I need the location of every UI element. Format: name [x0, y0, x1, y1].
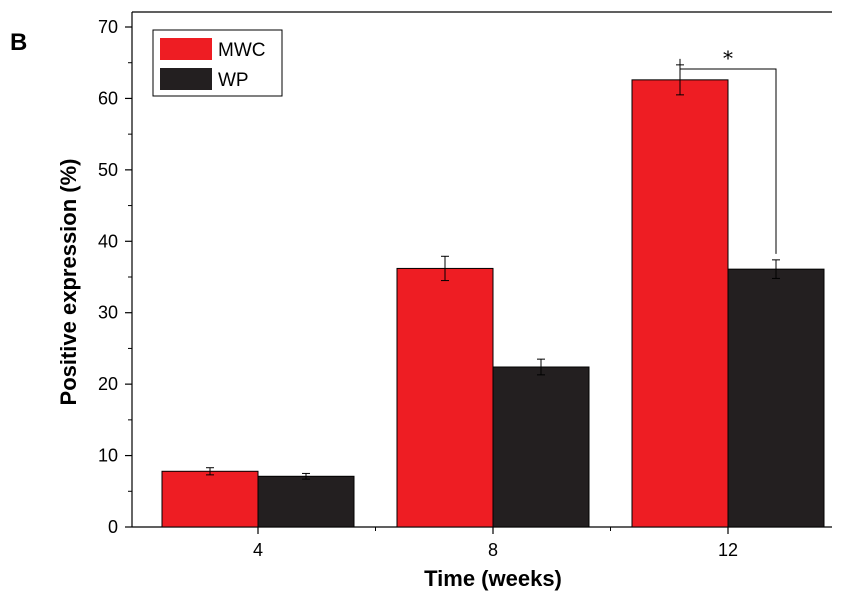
y-axis-title: Positive expression (%) [56, 159, 81, 406]
panel-label: B [10, 29, 27, 56]
x-tick-label: 4 [253, 540, 263, 560]
y-tick-label: 50 [98, 160, 118, 180]
y-tick-label: 0 [108, 517, 118, 537]
legend-swatch-wp [160, 68, 212, 90]
x-axis-title: Time (weeks) [424, 566, 562, 591]
x-tick-label: 8 [488, 540, 498, 560]
bar-wp-12 [727, 268, 825, 528]
bar-wp-8 [492, 366, 590, 528]
legend-label-wp: WP [218, 70, 249, 91]
y-tick-label: 30 [98, 303, 118, 323]
plot-area: 0 10 20 30 40 50 60 70 4 8 12 * MWC WP [98, 11, 832, 560]
bar-mwc-12 [631, 79, 729, 528]
bar-mwc-4 [161, 470, 259, 528]
legend: MWC WP [152, 29, 283, 97]
significance-label: * [723, 46, 733, 70]
y-tick-label: 10 [98, 446, 118, 466]
significance-bracket [679, 58, 777, 254]
y-tick-label: 60 [98, 88, 118, 108]
y-tick-label: 70 [98, 17, 118, 37]
y-tick-label: 20 [98, 374, 118, 394]
bar-wp-4 [257, 475, 355, 528]
y-tick-label: 40 [98, 231, 118, 251]
legend-label-mwc: MWC [218, 40, 265, 61]
x-tick-label: 12 [718, 540, 738, 560]
legend-swatch-mwc [160, 38, 212, 60]
bar-mwc-8 [396, 267, 494, 528]
